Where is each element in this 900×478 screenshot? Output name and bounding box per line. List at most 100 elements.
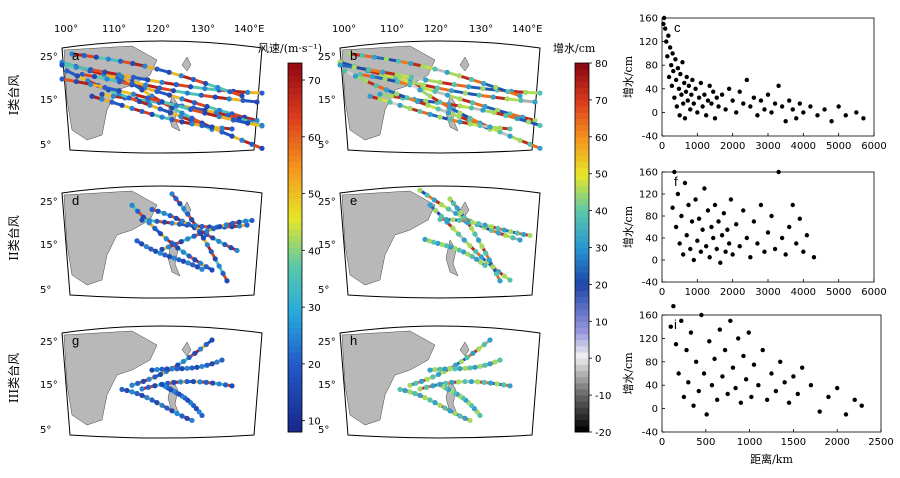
track-point: [209, 267, 215, 273]
track-point: [495, 230, 502, 236]
scatter-point: [704, 412, 709, 417]
track-point: [450, 200, 457, 206]
track-point: [208, 249, 214, 255]
colorbar-cell: [575, 75, 589, 82]
colorbar-cell: [288, 370, 302, 378]
lat-tick-label: 5°: [318, 285, 329, 296]
track-point: [417, 87, 423, 93]
scatter-panel-i: 0 500 1000 1500 2000 2500-4004080120160i增水/cm…: [621, 304, 894, 466]
track-point: [423, 98, 429, 104]
track-point: [116, 79, 123, 85]
track-point: [199, 363, 205, 370]
colorbar-cell: [288, 352, 302, 359]
track-point: [166, 69, 172, 75]
x-tick-label: 4000: [791, 141, 816, 152]
track-point: [179, 218, 185, 224]
track-point: [129, 80, 135, 87]
scatter-point: [684, 74, 689, 80]
colorbar-tick-label: 30: [308, 303, 321, 314]
scatter-point: [695, 110, 700, 115]
scatter-point: [670, 51, 675, 56]
scatter-point: [680, 60, 685, 65]
track-point: [432, 88, 438, 95]
track-point: [223, 222, 229, 228]
track-point: [210, 226, 217, 232]
track-point: [443, 216, 450, 223]
track-point: [139, 392, 145, 399]
track-point: [245, 120, 251, 126]
colorbar-0: 10 20 30 40 50 60 70 风速/(m·s⁻¹): [258, 42, 322, 433]
track-point: [394, 79, 401, 85]
colorbar-cell: [288, 99, 302, 107]
track-point: [465, 251, 471, 257]
track-point: [444, 69, 450, 75]
colorbar-cell: [288, 302, 302, 310]
track-point: [404, 95, 410, 101]
colorbar-cell: [575, 155, 589, 162]
scatter-point: [683, 89, 689, 94]
colorbar-cell: [288, 345, 302, 353]
lon-tick-label: 120°: [424, 24, 448, 35]
colorbar-cell: [575, 253, 589, 261]
colorbar-cell: [575, 352, 589, 359]
colorbar-tick-label: 60: [308, 133, 321, 144]
scatter-point: [804, 233, 810, 238]
land-mass: [63, 330, 158, 426]
track-point: [458, 210, 464, 216]
track-point: [159, 99, 165, 105]
panel-label: c: [674, 20, 681, 35]
scatter-point: [671, 304, 676, 309]
colorbar-cell: [288, 395, 302, 402]
track-point: [487, 124, 493, 130]
colorbar-cell: [575, 87, 589, 95]
scatter-point: [707, 339, 712, 344]
track-point: [461, 237, 467, 243]
colorbar-cell: [575, 63, 589, 70]
track-point: [130, 60, 136, 67]
scatter-point: [682, 116, 688, 121]
colorbar-cell: [575, 99, 589, 107]
track-point: [212, 256, 218, 262]
scatter-point: [861, 116, 866, 121]
track-point: [216, 381, 222, 387]
y-tick-label: 0: [652, 404, 658, 415]
x-tick-label: 6000: [861, 141, 886, 152]
scatter-point: [756, 383, 761, 388]
scatter-point: [852, 397, 857, 403]
track-point: [497, 125, 503, 131]
scatter-point: [726, 241, 732, 246]
track-point: [130, 91, 137, 97]
track-point: [457, 96, 463, 102]
scatter-point: [786, 400, 792, 405]
track-point: [159, 79, 165, 85]
colorbar-cell: [575, 419, 589, 427]
colorbar-cell: [575, 284, 589, 292]
track-point: [537, 122, 543, 129]
colorbar-cell: [575, 235, 589, 242]
scatter-point: [728, 318, 733, 324]
colorbar-cell: [575, 407, 589, 415]
scatter-point: [696, 388, 701, 394]
track-point: [157, 250, 163, 256]
colorbar-cell: [288, 296, 302, 304]
track-point: [59, 76, 65, 82]
colorbar-cell: [288, 413, 302, 421]
track-point: [450, 225, 456, 231]
scatter-point: [711, 235, 716, 241]
track-point: [230, 220, 236, 226]
track-point: [480, 80, 487, 87]
track-point: [438, 202, 445, 208]
x-tick-label: 4000: [791, 287, 816, 298]
scatter-point: [677, 241, 682, 246]
track-point: [139, 87, 145, 93]
lat-tick-label: 25°: [318, 337, 336, 348]
track-point: [371, 54, 377, 60]
track-point: [465, 84, 472, 90]
scatter-point: [719, 92, 725, 97]
track-point: [226, 96, 232, 102]
track-point: [219, 357, 225, 363]
track-point: [209, 361, 215, 367]
track-point: [517, 237, 523, 243]
map-panel-b: 100° 110° 120° 130° 140°E 25° 15° 5° b: [318, 24, 543, 154]
track-point: [154, 366, 160, 373]
